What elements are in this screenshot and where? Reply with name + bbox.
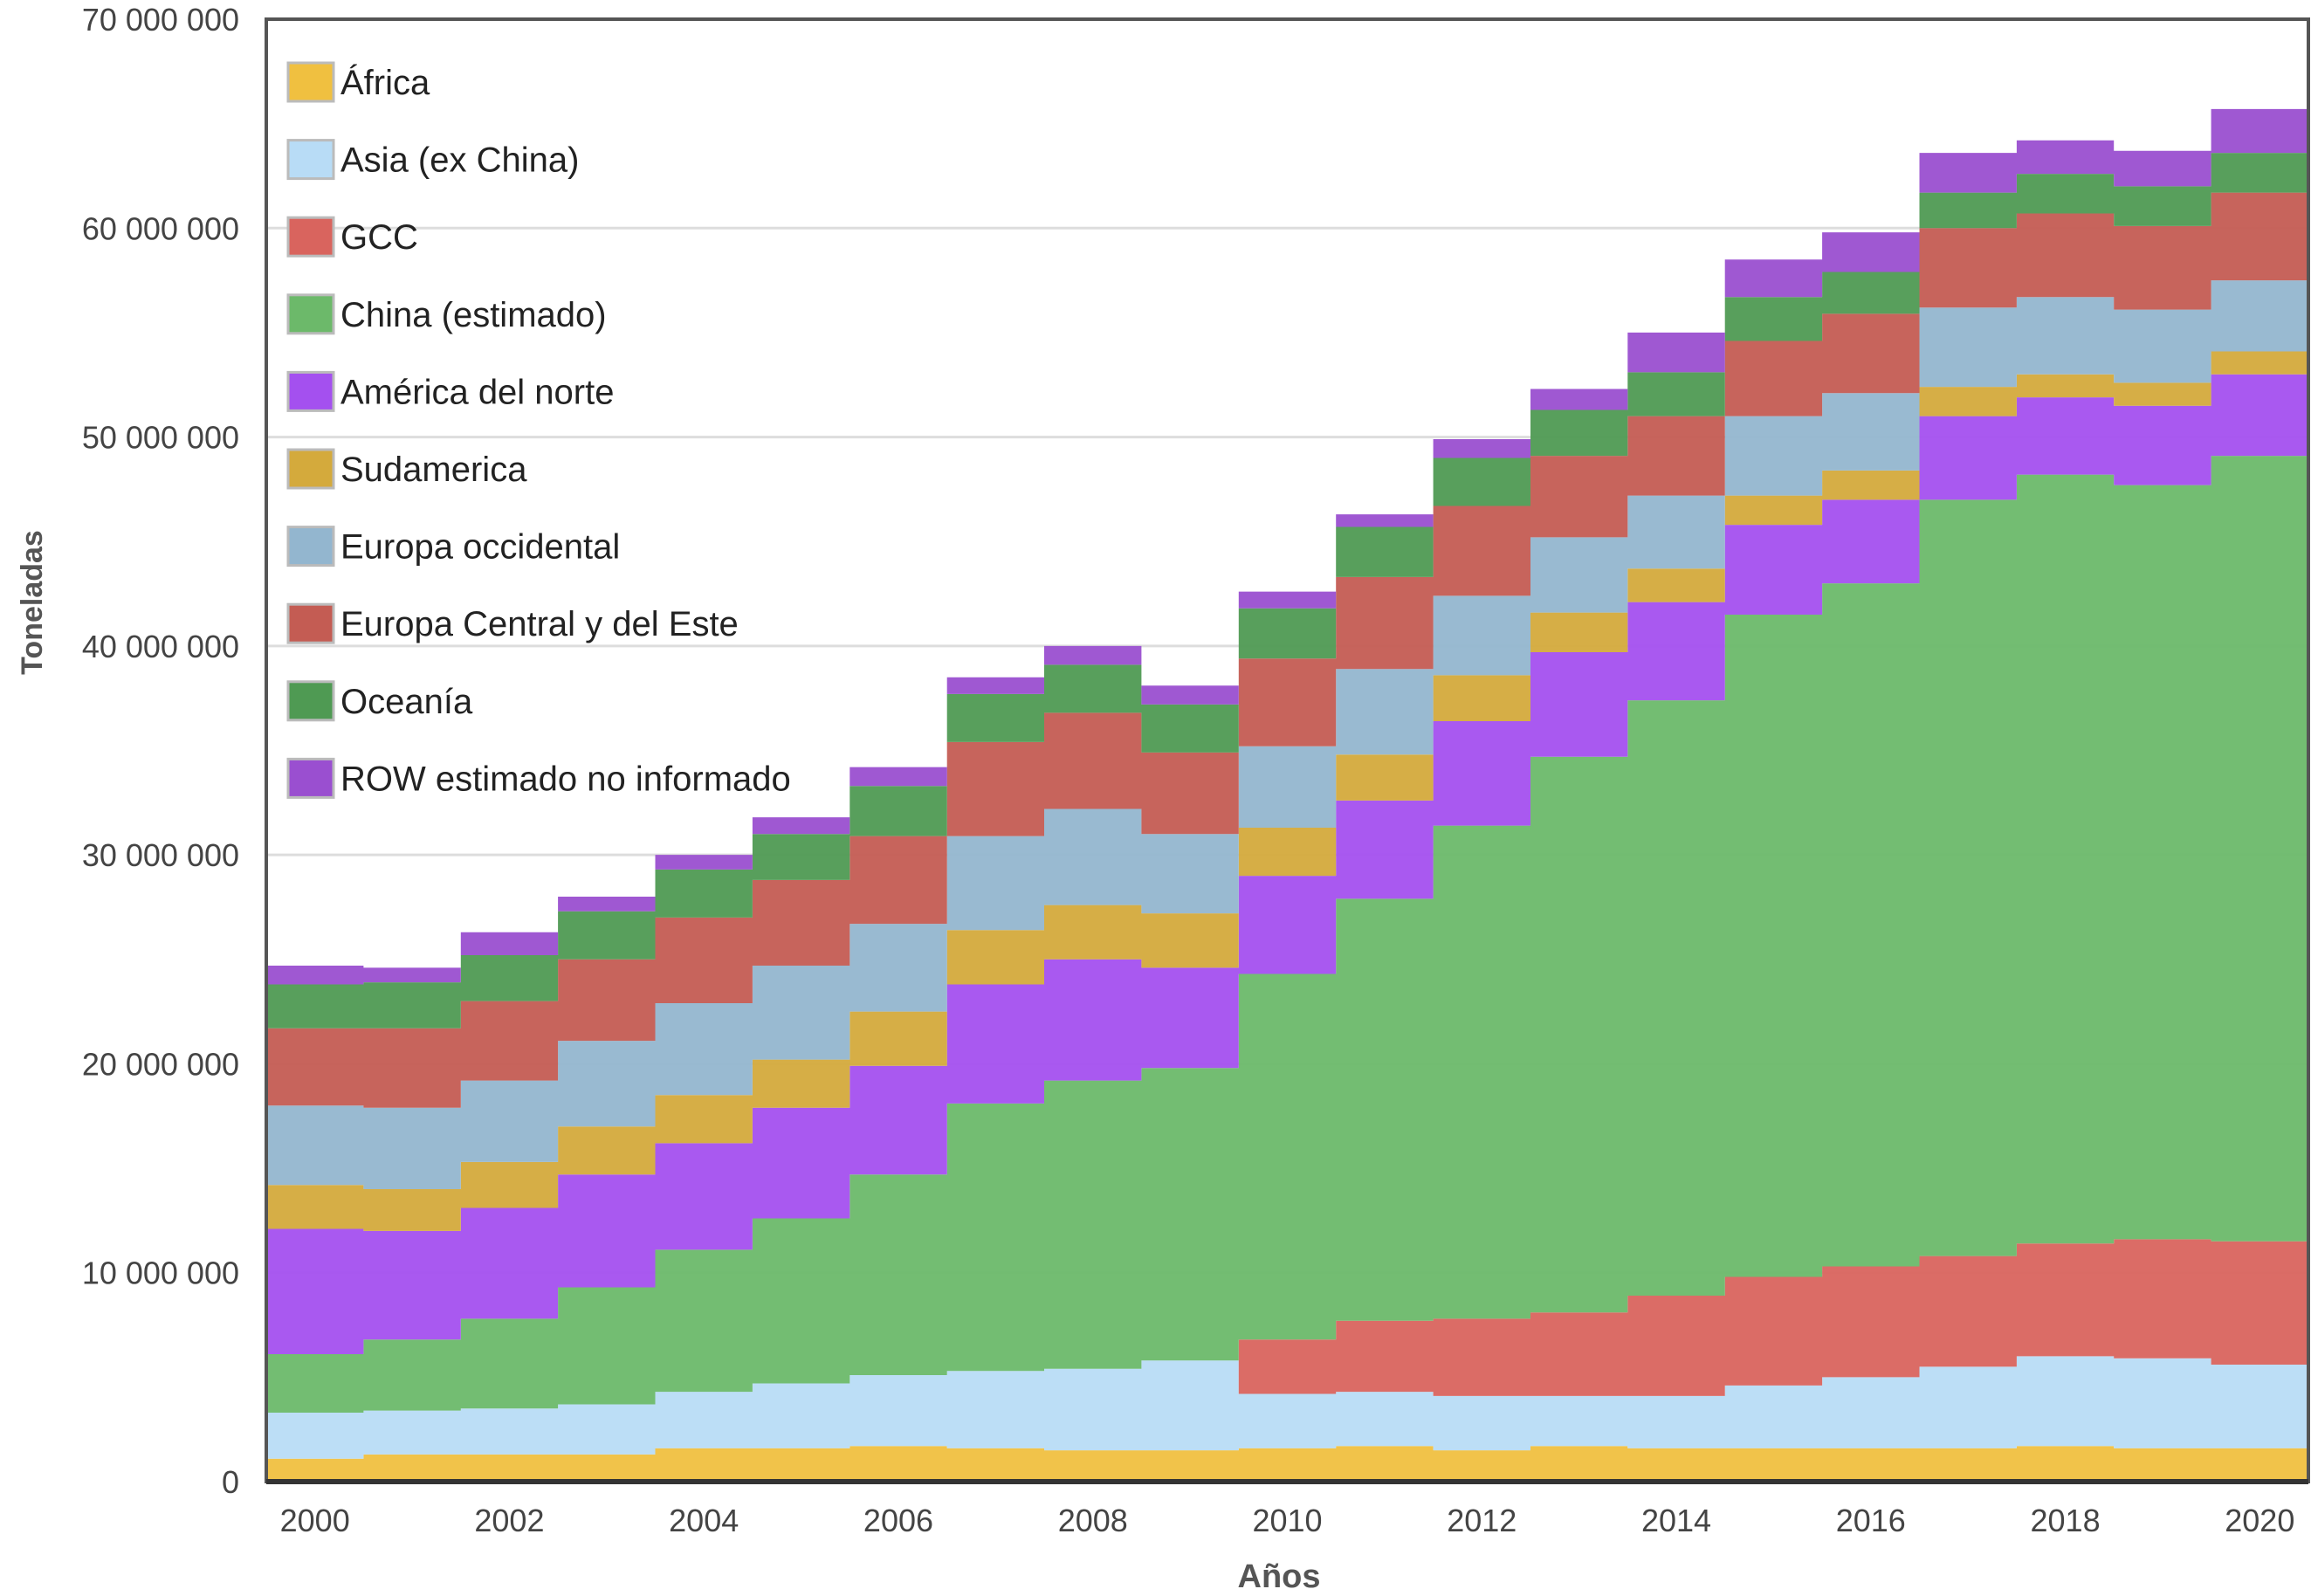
y-tick-label: 50 000 000 [82, 420, 239, 456]
x-tick-label: 2006 [863, 1503, 933, 1538]
x-tick-label: 2002 [474, 1503, 544, 1538]
legend-label: ROW estimado no informado [340, 760, 791, 798]
area-series-group [266, 108, 2308, 1482]
x-axis-ticks: 2000 2002 2004 2006 2008 2010 2012 2014 2016 2018… [280, 1503, 2295, 1538]
legend-label: América del norte [340, 373, 614, 411]
legend-swatch [286, 602, 335, 644]
legend-swatch [286, 680, 335, 722]
area-series-europa-central-y-del-este [266, 192, 2308, 1108]
legend-label: Oceanía [340, 683, 473, 721]
x-tick-label: 2016 [1836, 1503, 1906, 1538]
legend-item: Europa Central y del Este [286, 602, 739, 644]
area-series-europa-occidental [266, 280, 2308, 1190]
y-tick-label: 0 [222, 1464, 239, 1500]
legend-swatch [286, 370, 335, 412]
y-tick-label: 20 000 000 [82, 1046, 239, 1082]
x-tick-label: 2012 [1447, 1503, 1517, 1538]
legend-swatch [286, 216, 335, 258]
legend-item: Oceanía [286, 680, 473, 722]
legend-item: América del norte [286, 370, 614, 412]
y-axis-title: Toneladas [16, 530, 49, 675]
area-series-gcc [266, 1239, 2308, 1413]
y-tick-label: 40 000 000 [82, 629, 239, 664]
legend-label: China (estimado) [340, 296, 607, 334]
legend-item: ROW estimado no informado [286, 757, 791, 799]
legend-label: Europa Central y del Este [340, 605, 739, 643]
x-tick-label: 2004 [669, 1503, 739, 1538]
legend-item: Asia (ex China) [286, 139, 579, 181]
legend-swatch [286, 757, 335, 799]
y-tick-label: 70 000 000 [82, 2, 239, 38]
x-tick-label: 2008 [1058, 1503, 1128, 1538]
legend-item: GCC [286, 216, 418, 258]
area-series-america-del-norte [266, 374, 2308, 1354]
x-tick-label: 2010 [1252, 1503, 1322, 1538]
x-tick-label: 2014 [1641, 1503, 1711, 1538]
legend-item: Europa occidental [286, 526, 620, 568]
legend-swatch [286, 293, 335, 335]
legend-swatch [286, 526, 335, 568]
legend-swatch [286, 61, 335, 103]
legend-label: África [340, 63, 430, 102]
y-tick-label: 30 000 000 [82, 837, 239, 873]
legend-item: China (estimado) [286, 293, 607, 335]
y-axis-ticks: 0 10 000 000 20 000 000 30 000 000 40 000 00… [82, 2, 239, 1500]
area-series-africa [266, 1446, 2308, 1482]
legend-label: GCC [340, 218, 418, 257]
y-tick-label: 60 000 000 [82, 210, 239, 246]
y-tick-label: 10 000 000 [82, 1255, 239, 1291]
legend: África Asia (ex China) GCC China (estimado)… [286, 61, 791, 799]
legend-label: Asia (ex China) [340, 141, 579, 180]
area-series-china-estimado [266, 456, 2308, 1413]
x-tick-label: 2020 [2225, 1503, 2294, 1538]
x-tick-label: 2000 [280, 1503, 350, 1538]
plot-frame [265, 17, 2310, 1484]
legend-swatch [286, 448, 335, 490]
legend-swatch [286, 139, 335, 181]
legend-label: Sudamerica [340, 451, 527, 489]
area-series-asia-ex-china [266, 1356, 2308, 1459]
legend-item: Sudamerica [286, 448, 527, 490]
x-tick-label: 2018 [2031, 1503, 2101, 1538]
legend-label: Europa occidental [340, 528, 620, 567]
legend-item: África [286, 61, 430, 103]
x-axis-title: Años [1238, 1558, 1321, 1595]
